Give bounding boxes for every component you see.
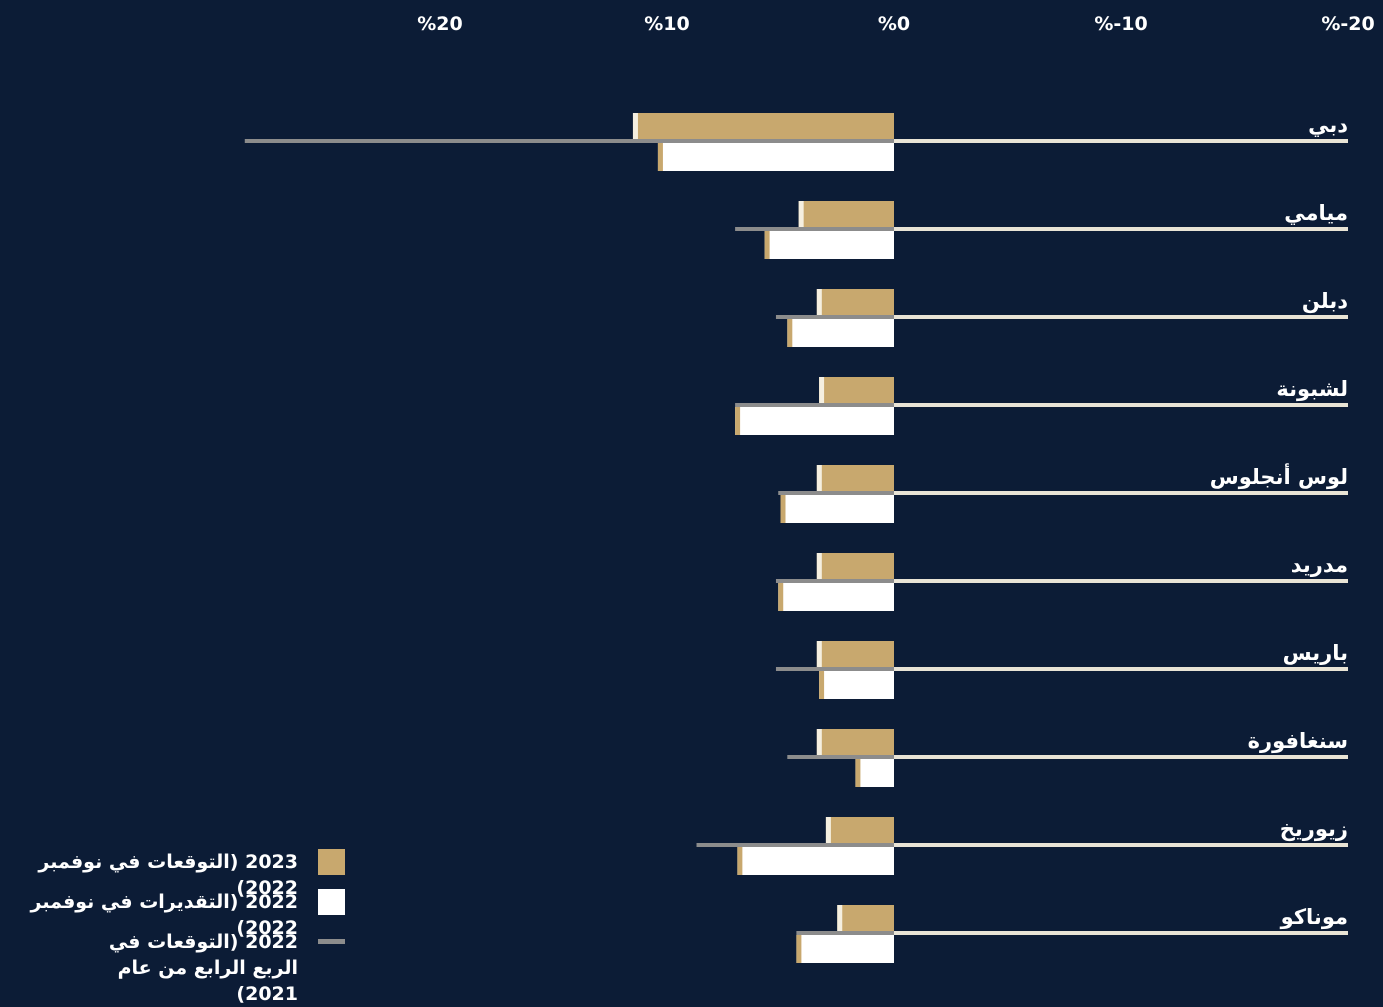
bar-2022-cap — [778, 583, 784, 611]
bar-2022 — [735, 407, 894, 435]
bar-2023-cap — [825, 817, 831, 844]
category-label: لوس أنجلوس — [1210, 462, 1348, 489]
bar-2022-cap — [855, 759, 861, 787]
bar-2023-cap — [816, 465, 822, 492]
bar-2023 — [819, 377, 894, 404]
bar-2023 — [825, 817, 894, 844]
bar-2023-cap — [632, 113, 638, 140]
category-label: زيوريخ — [1280, 817, 1348, 841]
bar-2023 — [816, 641, 894, 668]
bar-2022-cap — [735, 407, 741, 435]
bar-2023 — [632, 113, 894, 140]
x-tick-label: %-20 — [1321, 13, 1374, 35]
category-label: دبي — [1308, 113, 1348, 137]
category-label: ميامي — [1284, 201, 1348, 225]
category-label: موناكو — [1280, 905, 1348, 929]
x-tick-label: %20 — [417, 13, 462, 35]
bar-2023-cap — [816, 641, 822, 668]
bar-2022-cap — [657, 143, 663, 171]
bar-2022 — [780, 495, 894, 523]
bar-2023 — [816, 553, 894, 580]
bar-2022-cap — [780, 495, 786, 523]
bar-2023 — [816, 729, 894, 756]
x-tick-label: %-10 — [1094, 13, 1147, 35]
bar-2022 — [737, 847, 894, 875]
bar-2022-cap — [796, 935, 802, 963]
bar-2022 — [764, 231, 894, 259]
bar-2023-cap — [837, 905, 843, 932]
bar-2023-cap — [816, 729, 822, 756]
bar-2022 — [778, 583, 894, 611]
category-label: دبلن — [1302, 289, 1348, 313]
bar-2023 — [816, 289, 894, 316]
bar-2022-cap — [787, 319, 793, 347]
bar-2022 — [787, 319, 894, 347]
bar-2023-cap — [819, 377, 825, 404]
category-label: باريس — [1283, 641, 1348, 665]
bar-2023 — [798, 201, 894, 228]
bar-2022 — [657, 143, 894, 171]
category-label: مدريد — [1291, 553, 1348, 577]
bar-2023-cap — [798, 201, 804, 228]
bar-2023-cap — [816, 553, 822, 580]
category-label: لشبونة — [1276, 377, 1348, 401]
bar-2022-cap — [737, 847, 743, 875]
bar-2023-cap — [816, 289, 822, 316]
bar-2022 — [796, 935, 894, 963]
chart: %20 %10 %0 %-10 %-20 دبي ميامي دبلن لشبونة لوس أن… — [244, 13, 1375, 963]
category-label: سنغافورة — [1248, 729, 1348, 753]
bar-2022-cap — [764, 231, 770, 259]
bar-2022 — [819, 671, 894, 699]
bar-2023 — [816, 465, 894, 492]
bar-2022-cap — [819, 671, 825, 699]
x-tick-label: %0 — [878, 13, 910, 35]
x-tick-label: %10 — [644, 13, 689, 35]
bar-2022 — [855, 759, 894, 787]
bar-2023 — [837, 905, 894, 932]
